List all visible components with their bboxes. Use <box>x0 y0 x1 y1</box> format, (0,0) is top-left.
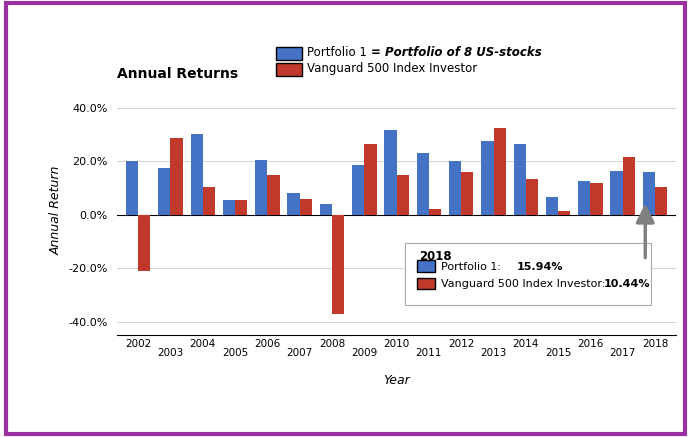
Text: 2017: 2017 <box>609 348 636 358</box>
Bar <box>235 200 247 215</box>
Bar <box>158 168 171 215</box>
Bar <box>364 144 377 215</box>
Bar <box>191 135 202 215</box>
FancyBboxPatch shape <box>417 260 435 271</box>
Text: 2006: 2006 <box>254 339 281 349</box>
Text: 2012: 2012 <box>448 339 475 349</box>
Bar <box>449 161 461 215</box>
Text: 2005: 2005 <box>222 348 248 358</box>
Text: 2013: 2013 <box>480 348 507 358</box>
Bar <box>202 187 215 215</box>
Bar <box>590 183 603 215</box>
Bar <box>384 130 397 215</box>
Bar <box>513 144 526 215</box>
Text: 2015: 2015 <box>545 348 571 358</box>
Text: 2003: 2003 <box>158 348 184 358</box>
Text: Portfolio 1:: Portfolio 1: <box>442 262 505 272</box>
Bar <box>655 187 668 215</box>
Bar <box>223 200 235 215</box>
Text: = Portfolio of 8 US-stocks: = Portfolio of 8 US-stocks <box>372 46 542 59</box>
Text: 2011: 2011 <box>416 348 442 358</box>
FancyBboxPatch shape <box>276 46 301 60</box>
Text: 2014: 2014 <box>513 339 539 349</box>
Text: 2002: 2002 <box>125 339 151 349</box>
Text: 2007: 2007 <box>287 348 313 358</box>
Bar <box>481 141 493 215</box>
Bar <box>493 128 506 215</box>
Bar <box>643 172 655 215</box>
Bar <box>332 215 344 314</box>
Text: 15.94%: 15.94% <box>517 262 563 272</box>
Text: 2016: 2016 <box>577 339 604 349</box>
Bar <box>429 209 441 215</box>
Bar <box>558 211 570 215</box>
Bar <box>171 139 183 215</box>
Bar <box>397 174 409 215</box>
Y-axis label: Annual Return: Annual Return <box>50 166 63 255</box>
Text: 2018: 2018 <box>642 339 668 349</box>
Bar <box>255 160 267 215</box>
Bar <box>610 170 623 215</box>
Bar <box>461 172 473 215</box>
Text: 2004: 2004 <box>189 339 216 349</box>
Bar <box>417 153 429 215</box>
Bar <box>320 204 332 215</box>
Bar <box>623 157 635 215</box>
Text: Annual Returns: Annual Returns <box>117 67 238 81</box>
Text: 2018: 2018 <box>419 250 452 264</box>
Bar <box>352 165 364 215</box>
Bar <box>267 174 280 215</box>
Bar <box>578 181 590 215</box>
Text: 2008: 2008 <box>319 339 345 349</box>
Text: 10.44%: 10.44% <box>603 279 650 289</box>
Text: 2009: 2009 <box>351 348 377 358</box>
Bar <box>526 179 538 215</box>
Bar <box>138 215 151 271</box>
Text: Portfolio 1: Portfolio 1 <box>307 46 375 59</box>
Bar <box>300 199 312 215</box>
Text: 2010: 2010 <box>384 339 410 349</box>
Bar <box>287 193 300 215</box>
FancyBboxPatch shape <box>276 62 301 76</box>
Text: Vanguard 500 Index Investor: Vanguard 500 Index Investor <box>307 62 477 76</box>
Bar <box>546 197 558 215</box>
Text: Vanguard 500 Index Investor:: Vanguard 500 Index Investor: <box>442 279 609 289</box>
Text: Year: Year <box>384 374 410 387</box>
FancyBboxPatch shape <box>405 243 651 305</box>
FancyBboxPatch shape <box>417 278 435 289</box>
Bar <box>126 161 138 215</box>
